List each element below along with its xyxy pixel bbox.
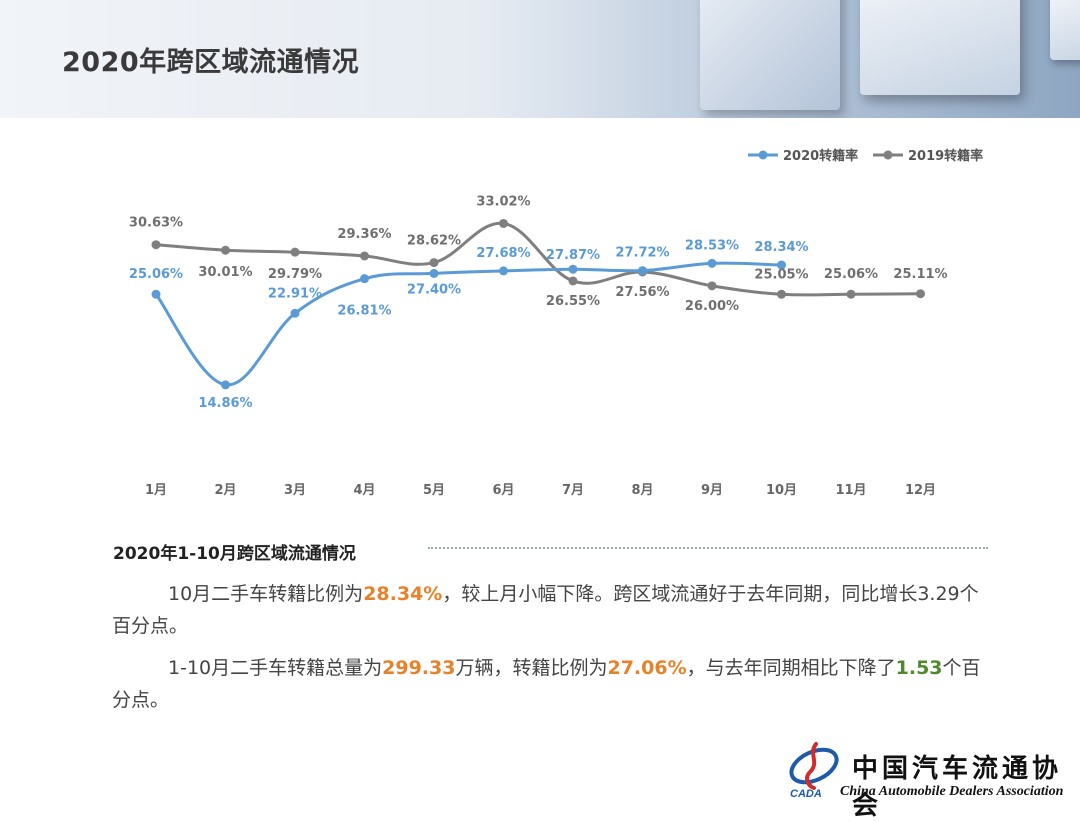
- data-point: [499, 218, 508, 228]
- x-tick-label: 11月: [835, 483, 866, 498]
- p2-highlight-total: 299.33: [382, 657, 456, 679]
- series-line-2020: [154, 261, 782, 387]
- x-tick-label: 10月: [766, 483, 797, 498]
- data-label: 27.68%: [476, 246, 530, 261]
- data-label: 27.72%: [615, 246, 669, 261]
- x-tick-label: 2月: [214, 483, 236, 498]
- p1-text-a: 10月二手车转籍比例为: [168, 583, 364, 605]
- x-tick-label: 9月: [701, 483, 723, 498]
- line-chart: 25.06% 14.86% 22.91% 26.81% 27.40% 27.68% 27.8…: [129, 148, 983, 498]
- data-label: 26.55%: [546, 294, 600, 309]
- legend-marker: [883, 150, 893, 160]
- p2-highlight-drop: 1.53: [895, 657, 943, 679]
- data-point: [707, 281, 717, 291]
- x-tick-label: 5月: [423, 483, 445, 498]
- summary-paragraph-1: 10月二手车转籍比例为28.34%，较上月小幅下降。跨区域流通好于去年同期，同比…: [112, 578, 992, 642]
- page-title: 2020年跨区域流通情况: [62, 47, 360, 78]
- section-title: 2020年1-10月跨区域流通情况: [113, 544, 356, 564]
- decor-cube: [700, 0, 840, 110]
- data-label: 26.00%: [685, 299, 739, 314]
- data-point: [777, 260, 786, 270]
- p2-text-e: ，与去年同期相比下降了: [686, 657, 896, 679]
- data-label: 25.06%: [129, 267, 183, 282]
- logo-english-name: China Automobile Dealers Association: [840, 784, 1064, 799]
- data-label: 33.02%: [476, 194, 530, 209]
- data-point: [290, 247, 300, 257]
- data-point: [360, 274, 369, 284]
- header-banner: 2020年跨区域流通情况: [0, 0, 1080, 118]
- p2-text-a: 1-10月二手车转籍总量为: [168, 657, 383, 679]
- data-point: [916, 289, 925, 299]
- data-point: [221, 245, 230, 255]
- data-point: [151, 289, 161, 299]
- p1-text-c: ，较上月小幅下降。跨区域流通好于去年同期，同比增长3.29个百分点。: [112, 583, 979, 637]
- data-label: 27.87%: [546, 248, 600, 263]
- x-tick-label: 3月: [284, 483, 306, 498]
- data-label: 25.05%: [754, 267, 808, 282]
- x-tick-label: 1月: [145, 483, 167, 498]
- data-label: 28.62%: [407, 234, 461, 249]
- legend-label: 2020转籍率: [783, 148, 858, 164]
- data-label: 28.53%: [685, 238, 739, 253]
- dotted-divider: [428, 547, 988, 549]
- p2-text-g: 个百分点。: [112, 657, 981, 711]
- legend-label: 2019转籍率: [908, 148, 983, 164]
- data-label: 27.56%: [615, 285, 669, 300]
- data-point: [429, 268, 439, 278]
- x-tick-label: 4月: [353, 483, 375, 498]
- p1-highlight-rate: 28.34%: [363, 583, 443, 605]
- data-point: [638, 266, 647, 276]
- data-label: 14.86%: [198, 396, 252, 411]
- data-label: 25.06%: [824, 267, 878, 282]
- data-point: [499, 266, 508, 276]
- summary-paragraph-2: 1-10月二手车转籍总量为299.33万辆，转籍比例为27.06%，与去年同期相…: [112, 652, 992, 716]
- data-point: [568, 264, 578, 274]
- x-tick-label: 6月: [492, 483, 514, 498]
- data-label: 30.63%: [129, 216, 183, 231]
- p2-highlight-rate: 27.06%: [607, 657, 687, 679]
- data-label: 29.79%: [268, 267, 322, 282]
- data-label: 25.11%: [893, 267, 947, 282]
- decor-cube: [860, 0, 1020, 95]
- data-label: 26.81%: [337, 304, 391, 319]
- data-point: [846, 289, 856, 299]
- x-tick-label: 8月: [631, 483, 653, 498]
- decor-cube: [1050, 0, 1080, 60]
- legend-marker: [758, 150, 768, 160]
- data-label: 28.34%: [754, 240, 808, 255]
- p2-text-c: 万辆，转籍比例为: [455, 657, 608, 679]
- data-point: [707, 258, 717, 268]
- data-point: [360, 251, 369, 261]
- data-point: [221, 380, 230, 390]
- data-point: [151, 240, 161, 250]
- data-label: 22.91%: [268, 286, 322, 301]
- data-label: 29.36%: [337, 227, 391, 242]
- series-line-2019: [155, 221, 921, 297]
- data-label: 27.40%: [407, 282, 461, 297]
- logo-abbreviation: CADA: [790, 788, 822, 800]
- data-point: [429, 258, 439, 268]
- data-label: 30.01%: [198, 265, 252, 280]
- cada-logo-icon: [789, 742, 839, 790]
- x-tick-label: 7月: [562, 483, 584, 498]
- data-point: [568, 276, 578, 286]
- data-point: [777, 289, 786, 299]
- x-tick-label: 12月: [905, 483, 936, 498]
- data-point: [290, 308, 300, 318]
